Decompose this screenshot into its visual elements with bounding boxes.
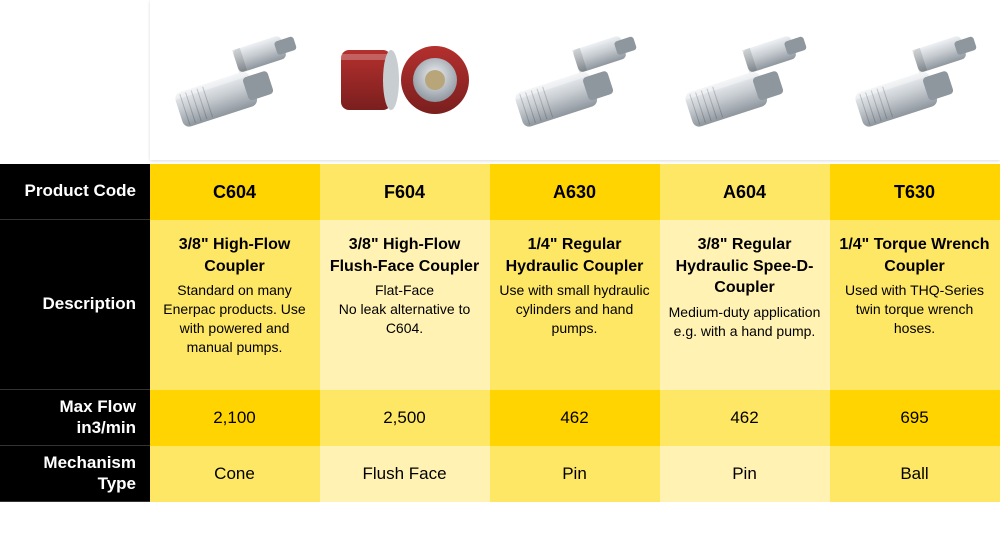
mechanism-value: Pin — [732, 463, 757, 486]
row-description: Description 3/8" High-Flow Coupler Stand… — [0, 220, 1000, 390]
description-title: 3/8" High-Flow Flush-Face Coupler — [328, 234, 481, 277]
cell-mechanism: Pin — [660, 446, 830, 502]
max-flow-value: 2,100 — [213, 407, 256, 430]
max-flow-value: 2,500 — [383, 407, 426, 430]
mechanism-value: Ball — [900, 463, 928, 486]
cell-product-code: F604 — [320, 164, 490, 220]
mechanism-value: Flush Face — [362, 463, 446, 486]
label-description: Description — [0, 220, 150, 390]
product-code-value: F604 — [384, 180, 425, 204]
description-title: 1/4" Regular Hydraulic Coupler — [498, 234, 651, 277]
label-mechanism: Mechanism Type — [0, 446, 150, 502]
comparison-table: Product Code C604 F604 A630 A604 T630 Descri… — [0, 0, 1000, 502]
product-image-row — [150, 0, 1000, 160]
description-title: 1/4" Torque Wrench Coupler — [838, 234, 991, 277]
max-flow-value: 462 — [560, 407, 588, 430]
cell-max-flow: 462 — [490, 390, 660, 446]
max-flow-value: 462 — [730, 407, 758, 430]
cell-max-flow: 2,100 — [150, 390, 320, 446]
cell-product-code: T630 — [830, 164, 1000, 220]
cell-max-flow: 695 — [830, 390, 1000, 446]
description-body: Standard on many Enerpac products. Use w… — [158, 281, 311, 357]
row-mechanism: Mechanism Type Cone Flush Face Pin Pin Ball — [0, 446, 1000, 502]
cell-mechanism: Flush Face — [320, 446, 490, 502]
cell-description: 3/8" Regular Hydraulic Spee-D-Coupler Me… — [660, 220, 830, 390]
cell-max-flow: 462 — [660, 390, 830, 446]
max-flow-value: 695 — [900, 407, 928, 430]
description-body: Medium-duty application e.g. with a hand… — [668, 303, 821, 341]
product-image — [830, 0, 1000, 160]
product-image — [320, 0, 490, 160]
mechanism-value: Cone — [214, 463, 255, 486]
row-max-flow: Max Flow in3/min 2,100 2,500 462 462 695 — [0, 390, 1000, 446]
label-product-code: Product Code — [0, 164, 150, 220]
description-body: Use with small hydraulic cylinders and h… — [498, 281, 651, 338]
cell-max-flow: 2,500 — [320, 390, 490, 446]
product-code-value: T630 — [894, 180, 935, 204]
product-image — [490, 0, 660, 160]
cell-product-code: A604 — [660, 164, 830, 220]
cell-product-code: A630 — [490, 164, 660, 220]
cell-mechanism: Ball — [830, 446, 1000, 502]
product-code-value: A604 — [723, 180, 766, 204]
product-code-value: C604 — [213, 180, 256, 204]
cell-description: 3/8" High-Flow Coupler Standard on many … — [150, 220, 320, 390]
cell-description: 3/8" High-Flow Flush-Face Coupler Flat-F… — [320, 220, 490, 390]
cell-description: 1/4" Torque Wrench Coupler Used with THQ… — [830, 220, 1000, 390]
description-body: Used with THQ-Series twin torque wrench … — [838, 281, 991, 338]
description-title: 3/8" Regular Hydraulic Spee-D-Coupler — [668, 234, 821, 299]
cell-product-code: C604 — [150, 164, 320, 220]
label-max-flow: Max Flow in3/min — [0, 390, 150, 446]
mechanism-value: Pin — [562, 463, 587, 486]
row-product-code: Product Code C604 F604 A630 A604 T630 — [0, 164, 1000, 220]
cell-mechanism: Pin — [490, 446, 660, 502]
product-image — [660, 0, 830, 160]
product-code-value: A630 — [553, 180, 596, 204]
cell-mechanism: Cone — [150, 446, 320, 502]
cell-description: 1/4" Regular Hydraulic Coupler Use with … — [490, 220, 660, 390]
product-image — [150, 0, 320, 160]
description-body: Flat-FaceNo leak alternative to C604. — [328, 281, 481, 338]
data-table: Product Code C604 F604 A630 A604 T630 Descri… — [0, 164, 1000, 502]
description-title: 3/8" High-Flow Coupler — [158, 234, 311, 277]
